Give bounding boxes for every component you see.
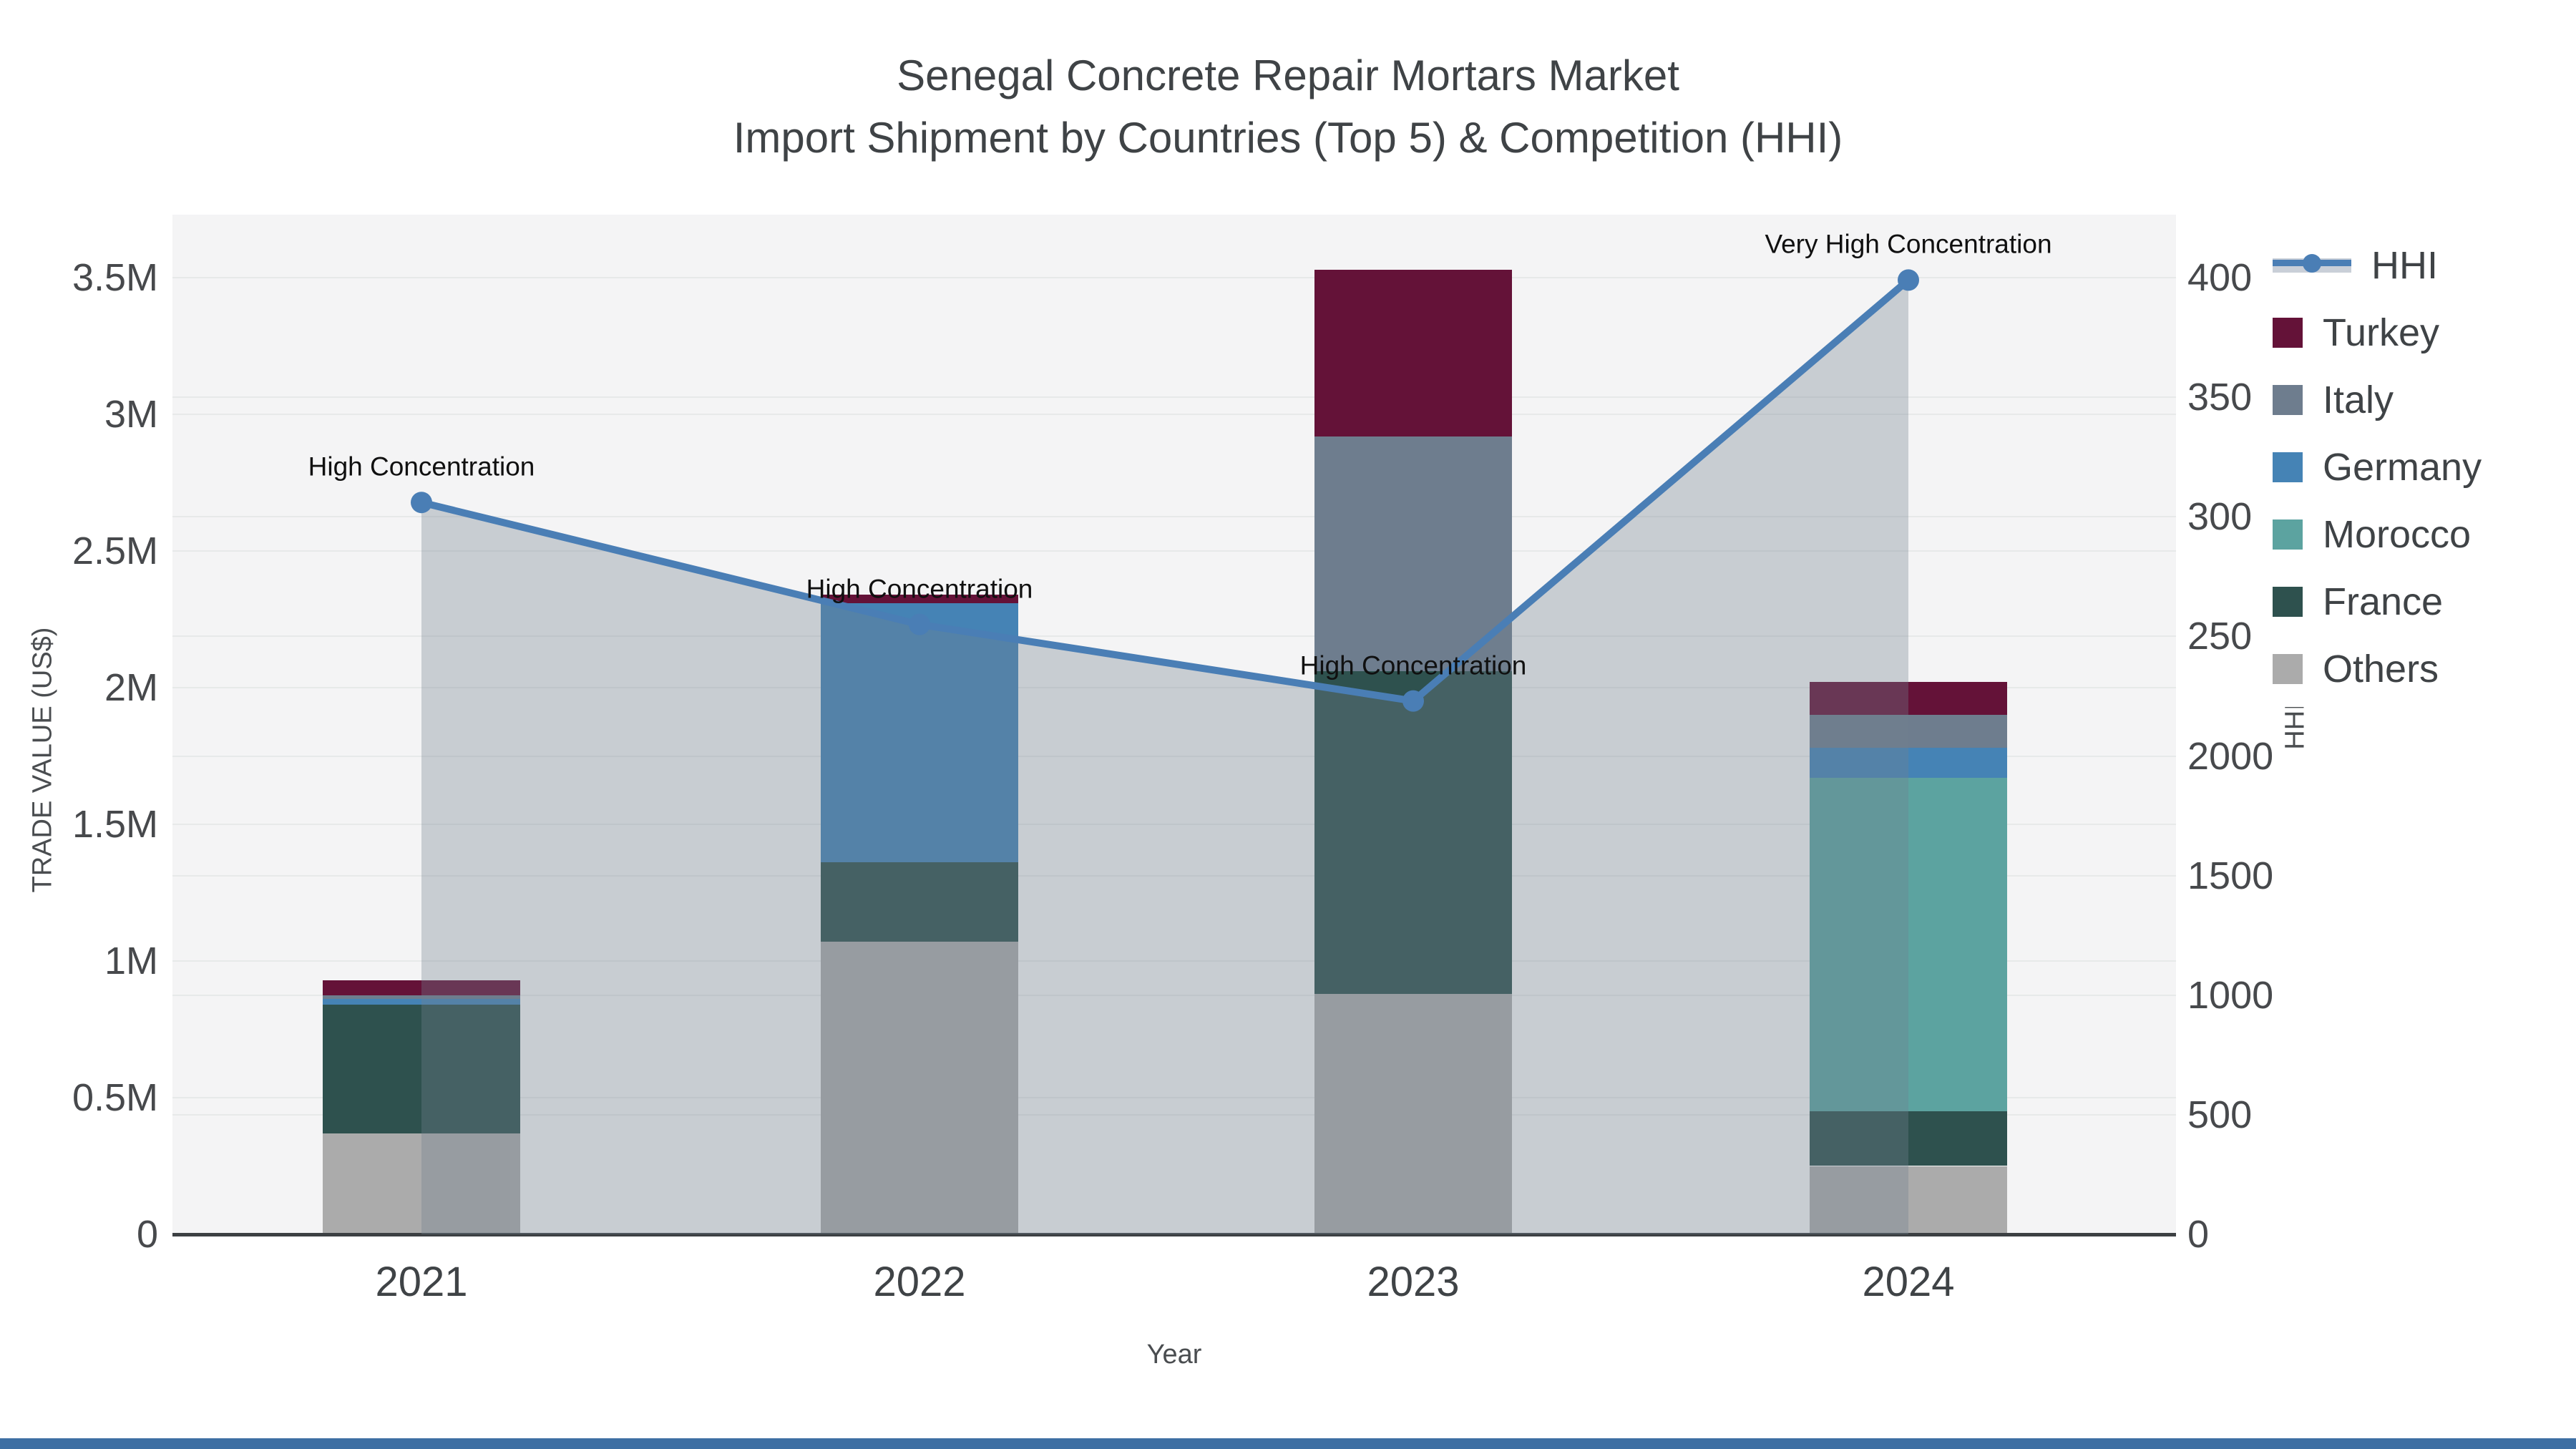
gridline-right-axis — [172, 874, 2176, 877]
y-right-tick-label: 1500 — [2187, 854, 2274, 897]
y-left-tick-label: 0 — [136, 1213, 158, 1256]
bar-segment-turkey-2023[interactable] — [1314, 269, 1512, 436]
gridline-left-axis — [172, 414, 2176, 415]
legend-swatch-icon — [2273, 318, 2303, 348]
legend-label: Morocco — [2323, 513, 2472, 556]
bar-segment-turkey-2024[interactable] — [1810, 682, 2007, 716]
legend-label: HHI — [2371, 244, 2438, 287]
bar-segment-others-2024[interactable] — [1810, 1166, 2007, 1234]
x-axis-line — [172, 1233, 2176, 1236]
bar-segment-france-2022[interactable] — [821, 862, 1018, 942]
y-right-tick-label: 1000 — [2187, 973, 2274, 1017]
legend-item-france[interactable]: France — [2273, 568, 2482, 635]
x-tick-label: 2023 — [1367, 1259, 1460, 1305]
legend-item-italy[interactable]: Italy — [2273, 366, 2482, 434]
gridline-right-axis — [172, 1113, 2176, 1116]
bar-segment-italy-2023[interactable] — [1314, 436, 1512, 672]
gridline-right-axis — [172, 396, 2176, 399]
bar-segment-germany-2024[interactable] — [1810, 748, 2007, 779]
bar-segment-others-2022[interactable] — [821, 942, 1018, 1234]
annotation-2024: Very High Concentration — [1765, 229, 2052, 259]
gridline-left-axis — [172, 824, 2176, 825]
legend-label: Others — [2323, 648, 2439, 691]
x-axis-title: Year — [1146, 1340, 1202, 1370]
legend-item-turkey[interactable]: Turkey — [2273, 299, 2482, 366]
bar-segment-others-2021[interactable] — [323, 1133, 520, 1234]
legend-label: Germany — [2323, 446, 2482, 489]
legend-item-germany[interactable]: Germany — [2273, 434, 2482, 501]
x-tick-label: 2021 — [375, 1259, 468, 1305]
legend-item-morocco[interactable]: Morocco — [2273, 501, 2482, 568]
hhi-line-icon — [2273, 250, 2351, 280]
bar-segment-france-2024[interactable] — [1810, 1111, 2007, 1166]
y-left-tick-label: 0.5M — [72, 1076, 158, 1119]
legend-item-hhi[interactable]: HHI — [2273, 232, 2482, 299]
gridline-right-axis — [172, 635, 2176, 638]
footer-accent-bar — [0, 1438, 2576, 1449]
legend-swatch-icon — [2273, 385, 2303, 415]
y-left-axis-title: TRADE VALUE (US$) — [27, 627, 58, 893]
bar-segment-morocco-2024[interactable] — [1810, 778, 2007, 1112]
gridline-left-axis — [172, 1097, 2176, 1098]
chart-title: Senegal Concrete Repair Mortars Market — [897, 52, 1679, 99]
bar-segment-italy-2021[interactable] — [323, 995, 520, 1000]
y-right-tick-label: 0 — [2187, 1213, 2210, 1256]
bar-segment-italy-2024[interactable] — [1810, 715, 2007, 748]
bar-segment-turkey-2021[interactable] — [323, 980, 520, 995]
x-tick-label: 2022 — [873, 1259, 966, 1305]
legend-swatch-icon — [2273, 519, 2303, 550]
x-tick-label: 2024 — [1862, 1259, 1955, 1305]
y-left-tick-label: 1.5M — [72, 803, 158, 846]
bar-segment-others-2023[interactable] — [1314, 993, 1512, 1234]
legend-swatch-icon — [2273, 587, 2303, 617]
annotation-2021: High Concentration — [308, 452, 535, 482]
bar-segment-france-2023[interactable] — [1314, 671, 1512, 994]
y-left-tick-label: 1M — [104, 940, 158, 982]
y-left-tick-label: 2M — [104, 666, 158, 709]
gridline-right-axis — [172, 277, 2176, 278]
chart-title-block: Senegal Concrete Repair Mortars Market I… — [0, 44, 2576, 169]
legend-item-others[interactable]: Others — [2273, 635, 2482, 703]
y-left-tick-label: 2.5M — [72, 530, 158, 572]
legend-label: Turkey — [2323, 311, 2440, 354]
annotation-2023: High Concentration — [1299, 650, 1527, 680]
legend-label: Italy — [2323, 379, 2394, 421]
gridline-right-axis — [172, 994, 2176, 996]
legend-label: France — [2323, 580, 2444, 623]
y-right-tick-label: 500 — [2187, 1093, 2253, 1136]
bar-segment-germany-2021[interactable] — [323, 999, 520, 1005]
y-right-tick-label: 2000 — [2187, 734, 2274, 778]
gridline-left-axis — [172, 550, 2176, 552]
legend-swatch-icon — [2273, 452, 2303, 482]
legend: HHI Turkey Italy Germany Morocco France Others — [2253, 228, 2511, 707]
chart-subtitle: Import Shipment by Countries (Top 5) & C… — [733, 114, 1843, 162]
legend-swatch-icon — [2273, 654, 2303, 684]
gridline-right-axis — [172, 755, 2176, 757]
y-left-tick-label: 3.5M — [72, 256, 158, 299]
bar-segment-france-2021[interactable] — [323, 1005, 520, 1133]
annotation-2022: High Concentration — [806, 574, 1033, 604]
bar-segment-germany-2022[interactable] — [821, 602, 1018, 863]
gridline-right-axis — [172, 516, 2176, 518]
gridline-left-axis — [172, 960, 2176, 962]
y-left-tick-label: 3M — [104, 393, 158, 436]
